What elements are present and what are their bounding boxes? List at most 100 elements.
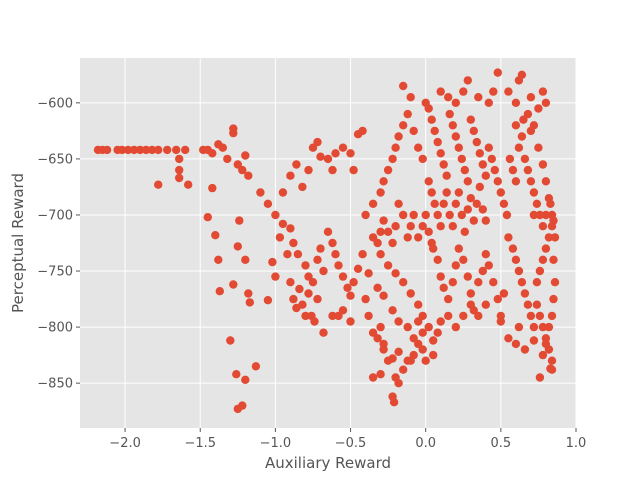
data-point bbox=[466, 289, 475, 298]
data-point bbox=[414, 339, 423, 349]
data-point bbox=[394, 317, 403, 326]
data-point bbox=[379, 216, 388, 225]
data-point bbox=[549, 216, 558, 225]
data-point bbox=[403, 322, 412, 332]
data-point bbox=[368, 233, 378, 242]
data-point bbox=[421, 210, 430, 220]
data-point bbox=[301, 311, 310, 321]
plot-background bbox=[80, 58, 576, 428]
data-point bbox=[102, 145, 112, 155]
data-point bbox=[442, 171, 451, 180]
data-point bbox=[451, 199, 460, 208]
data-point bbox=[478, 160, 487, 169]
data-point bbox=[328, 165, 337, 175]
data-point bbox=[316, 152, 325, 161]
data-point bbox=[364, 269, 373, 278]
data-point bbox=[511, 177, 521, 186]
data-point bbox=[361, 294, 370, 304]
data-point bbox=[523, 165, 533, 175]
data-point bbox=[538, 255, 548, 264]
data-point bbox=[496, 188, 505, 197]
data-point bbox=[538, 222, 548, 231]
data-point bbox=[544, 322, 554, 332]
x-tick-label: −0.5 bbox=[335, 436, 367, 451]
data-point bbox=[549, 294, 558, 304]
data-point bbox=[379, 177, 388, 186]
data-point bbox=[466, 300, 475, 309]
data-point bbox=[211, 231, 220, 240]
data-point bbox=[523, 300, 533, 309]
data-point bbox=[364, 311, 373, 321]
data-point bbox=[286, 171, 295, 180]
data-point bbox=[409, 126, 418, 136]
data-point bbox=[232, 370, 241, 379]
data-point bbox=[526, 93, 536, 102]
data-point bbox=[409, 210, 418, 220]
data-point bbox=[368, 199, 378, 208]
data-point bbox=[376, 227, 385, 236]
data-point bbox=[286, 224, 295, 233]
data-point bbox=[463, 76, 472, 85]
y-tick-label: −600 bbox=[37, 96, 73, 111]
x-tick-label: −2.0 bbox=[109, 436, 141, 451]
data-point bbox=[493, 294, 502, 304]
data-point bbox=[175, 165, 184, 175]
data-point bbox=[391, 222, 400, 231]
data-point bbox=[117, 145, 127, 155]
data-point bbox=[233, 242, 242, 251]
data-point bbox=[448, 222, 457, 231]
data-point bbox=[489, 278, 498, 287]
data-point bbox=[511, 255, 521, 264]
data-point bbox=[399, 81, 408, 91]
data-point bbox=[313, 294, 322, 304]
data-point bbox=[175, 173, 184, 183]
data-point bbox=[331, 149, 340, 158]
data-point bbox=[278, 188, 288, 197]
data-point bbox=[505, 154, 515, 164]
y-tick-label: −700 bbox=[37, 208, 73, 223]
data-point bbox=[451, 98, 460, 108]
data-point bbox=[368, 328, 378, 337]
data-point bbox=[466, 115, 475, 124]
data-point bbox=[474, 93, 483, 102]
data-point bbox=[241, 255, 250, 264]
data-point bbox=[549, 255, 558, 264]
data-point bbox=[406, 356, 415, 365]
data-point bbox=[444, 311, 453, 321]
data-point bbox=[436, 272, 445, 281]
data-point bbox=[493, 177, 502, 186]
data-point bbox=[399, 278, 408, 287]
data-point bbox=[433, 328, 442, 337]
data-point bbox=[394, 199, 403, 208]
data-point bbox=[346, 291, 355, 300]
data-point bbox=[460, 165, 469, 175]
data-point bbox=[391, 143, 400, 152]
data-point bbox=[295, 284, 304, 294]
data-point bbox=[459, 311, 468, 321]
data-point bbox=[298, 182, 307, 192]
data-point bbox=[373, 283, 382, 292]
data-point bbox=[463, 177, 472, 186]
data-point bbox=[406, 289, 415, 298]
data-point bbox=[349, 165, 358, 175]
data-point bbox=[436, 87, 445, 96]
data-point bbox=[215, 287, 224, 296]
data-point bbox=[376, 370, 385, 379]
data-point bbox=[418, 154, 427, 164]
data-point bbox=[353, 264, 363, 273]
data-point bbox=[511, 98, 521, 108]
data-point bbox=[427, 238, 436, 248]
data-point bbox=[451, 261, 460, 270]
data-point bbox=[538, 160, 548, 169]
data-point bbox=[427, 115, 436, 124]
data-point bbox=[154, 180, 163, 189]
data-point bbox=[388, 238, 397, 248]
data-point bbox=[526, 311, 536, 321]
data-point bbox=[544, 233, 554, 242]
data-point bbox=[304, 272, 313, 281]
data-point bbox=[541, 98, 551, 108]
x-tick-label: −1.5 bbox=[184, 436, 216, 451]
data-point bbox=[379, 345, 388, 354]
data-point bbox=[484, 98, 493, 108]
